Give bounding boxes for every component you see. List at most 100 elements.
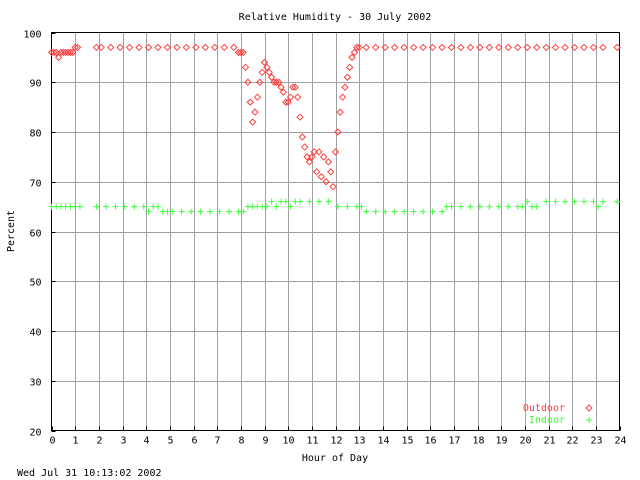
outdoor-data-point: [270, 78, 278, 86]
outdoor-data-point: [272, 78, 281, 86]
indoor-data-point: [169, 208, 176, 215]
outdoor-data-point: [504, 43, 512, 52]
outdoor-data-point: [308, 153, 316, 161]
outdoor-data-point: [319, 153, 328, 161]
x-tick-label: 2: [96, 436, 102, 447]
outdoor-data-point: [324, 158, 333, 166]
indoor-data-point: [420, 208, 427, 215]
outdoor-data-point: [409, 43, 418, 52]
indoor-data-point: [268, 198, 275, 205]
outdoor-data-point: [66, 48, 75, 57]
indoor-data-point: [495, 203, 502, 210]
outdoor-data-point: [345, 63, 354, 72]
outdoor-data-point: [466, 43, 475, 52]
indoor-data-point: [467, 203, 474, 210]
outdoor-data-point: [182, 43, 191, 52]
outdoor-data-point: [50, 48, 58, 57]
outdoor-data-point: [97, 43, 105, 52]
indoor-data-point: [306, 198, 313, 205]
outdoor-data-point: [419, 43, 427, 52]
indoor-data-point: [112, 203, 119, 210]
outdoor-data-point: [381, 43, 389, 52]
outdoor-data-point: [57, 48, 65, 57]
indoor-data-point: [562, 198, 569, 205]
outdoor-data-point: [260, 58, 269, 67]
outdoor-data-point: [428, 43, 437, 52]
series-outdoor: [47, 43, 621, 191]
indoor-data-point: [448, 203, 455, 210]
outdoor-data-point: [447, 43, 456, 52]
outdoor-data-point: [52, 48, 60, 57]
outdoor-data-point: [355, 43, 363, 52]
y-tick-label: 80: [29, 129, 41, 140]
x-tick-label: 16: [424, 436, 436, 447]
indoor-data-point: [188, 208, 195, 215]
y-tick-label: 30: [29, 378, 41, 389]
outdoor-data-point: [322, 178, 330, 186]
x-tick-label: 23: [590, 436, 602, 447]
outdoor-data-point: [69, 48, 77, 57]
series-indoor: [48, 198, 621, 215]
outdoor-data-point: [334, 128, 342, 136]
plot-frame: [51, 32, 620, 431]
outdoor-data-point: [47, 48, 56, 57]
indoor-data-point: [533, 203, 540, 210]
outdoor-data-point: [400, 43, 408, 52]
x-tick-label: 17: [448, 436, 460, 447]
indoor-data-point: [552, 198, 559, 205]
indoor-data-point: [457, 203, 464, 210]
outdoor-data-point: [192, 43, 200, 52]
outdoor-data-point: [390, 43, 399, 52]
indoor-data-point: [178, 208, 185, 215]
outdoor-data-point: [59, 48, 68, 57]
outdoor-data-point: [343, 73, 352, 81]
indoor-data-point: [524, 198, 531, 205]
indoor-data-point: [595, 203, 602, 210]
outdoor-data-point: [523, 43, 531, 52]
outdoor-data-point: [341, 83, 349, 91]
outdoor-data-point: [551, 43, 560, 52]
outdoor-data-point: [173, 43, 181, 52]
indoor-data-point: [131, 203, 138, 210]
x-tick-label: 14: [377, 436, 389, 447]
indoor-data-point: [358, 203, 365, 210]
grid-lines: [51, 32, 620, 431]
outdoor-data-point: [54, 53, 63, 62]
outdoor-data-point: [570, 43, 579, 52]
outdoor-data-point: [495, 43, 503, 52]
outdoor-data-point: [144, 43, 153, 52]
x-tick-label: 11: [306, 436, 318, 447]
indoor-data-point: [297, 198, 303, 205]
x-tick-label: 4: [143, 436, 149, 447]
outdoor-data-point: [296, 113, 304, 121]
indoor-data-point: [102, 203, 109, 210]
x-tick-label: 12: [330, 436, 342, 447]
outdoor-data-point: [253, 93, 262, 101]
indoor-data-point: [543, 198, 550, 205]
y-tick-label: 40: [29, 328, 41, 339]
outdoor-data-point: [289, 83, 297, 91]
outdoor-data-point: [154, 43, 162, 52]
x-tick-label: 7: [214, 436, 220, 447]
outdoor-data-point: [514, 43, 522, 52]
indoor-data-point: [282, 198, 289, 205]
outdoor-data-point: [135, 43, 143, 52]
outdoor-data-point: [362, 43, 370, 52]
outdoor-data-point: [329, 183, 337, 191]
outdoor-data-point: [291, 83, 299, 91]
outdoor-data-point: [315, 148, 323, 156]
data-series: [47, 43, 621, 215]
y-tick-label: 20: [29, 428, 41, 439]
outdoor-data-point: [589, 43, 598, 52]
outdoor-data-point: [234, 48, 243, 57]
outdoor-data-point: [317, 173, 326, 181]
outdoor-data-point: [293, 93, 302, 101]
footer-timestamp: Wed Jul 31 10:13:02 2002: [17, 468, 162, 479]
outdoor-data-point: [116, 43, 124, 52]
legend-label-indoor: Indoor: [529, 415, 565, 426]
x-tick-label: 24: [614, 436, 626, 447]
indoor-data-point: [590, 198, 597, 205]
outdoor-data-point: [251, 108, 259, 116]
legend: Outdoor Indoor: [523, 403, 593, 426]
